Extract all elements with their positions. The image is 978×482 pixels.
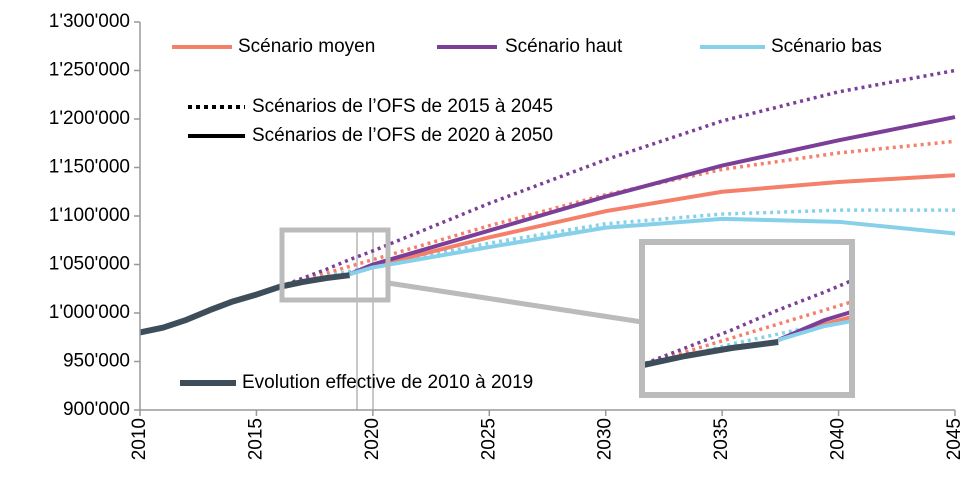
inset [645,279,849,368]
history-line [645,339,779,368]
x-tick-label: 2030 [595,418,616,460]
dotted-line [279,68,956,289]
inset-box [639,239,855,398]
legend-label: Scénarios de l’OFS de 2020 à 2050 [252,125,553,146]
line [777,319,849,342]
legend-label: Scénarios de l’OFS de 2015 à 2045 [252,96,553,117]
zoom-decor [356,228,374,410]
zoom-frame [279,227,855,398]
y-tick-label: 1'150'000 [49,157,130,178]
x-tick-label: 2045 [944,418,965,460]
zoom-box [279,227,391,303]
legend-label: Scénario bas [771,36,882,57]
y-tick-label: 950'000 [63,351,130,372]
x-tick-label: 2040 [828,418,849,460]
plot [139,68,956,336]
line [349,216,956,277]
x-tick-label: 2020 [362,418,383,460]
y-tick-label: 1'050'000 [49,254,130,275]
x-tick-label: 2035 [711,418,732,460]
y-tick-label: 1'000'000 [49,302,130,323]
legend-label: Evolution effective de 2010 à 2019 [242,372,533,393]
axes: 900'000 950'000 1'000'000 1'050'000 1'100'00… [49,11,965,460]
y-tick-label: 1'300'000 [49,11,130,32]
zoom-connector [387,280,643,325]
y-tick-label: 1'250'000 [49,60,130,81]
dotted-line [279,139,956,289]
y-tick-label: 1'100'000 [49,205,130,226]
y-tick-label: 900'000 [63,399,130,420]
y-tick-label: 1'200'000 [49,108,130,129]
x-tick-label: 2015 [245,418,266,460]
dotted-line [645,300,849,366]
x-tick-label: 2025 [478,418,499,460]
x-tick-label: 2010 [129,418,150,460]
history-line [139,272,350,336]
line [348,115,956,277]
legend-label: Scénario moyen [238,36,375,57]
legend-label: Scénario haut [505,36,623,57]
line [777,310,849,342]
